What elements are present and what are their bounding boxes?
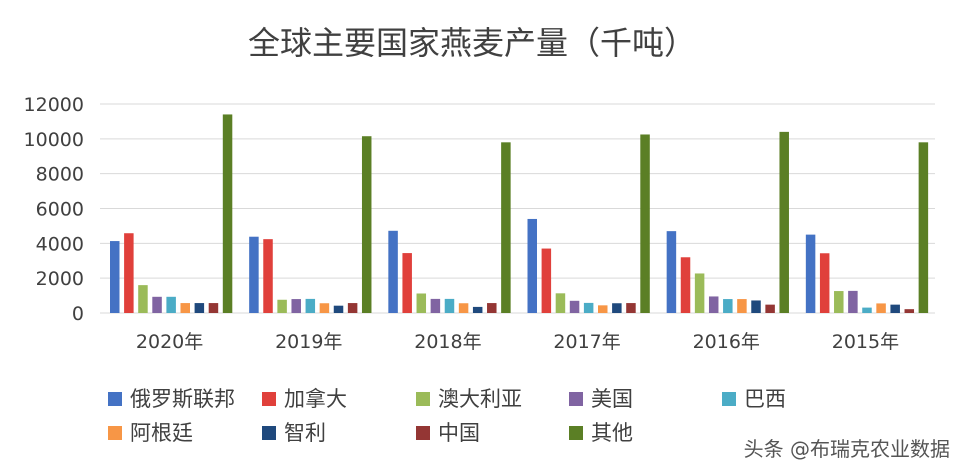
bar [848, 290, 858, 313]
bar [402, 253, 412, 313]
legend-label: 其他 [591, 421, 633, 445]
bar [152, 296, 162, 313]
bar [834, 291, 844, 313]
bar [388, 230, 398, 313]
bar [890, 304, 900, 313]
y-axis-ticks: 0 2000 4000 6000 8000 10000 12000 [24, 94, 84, 325]
bar [666, 231, 677, 313]
bar [737, 299, 747, 313]
legend-swatch [108, 426, 122, 440]
bar [541, 248, 552, 313]
bar [277, 299, 287, 313]
bar [333, 305, 344, 313]
category-label: 2015年 [832, 331, 899, 353]
watermark-text: 头条 @布瑞克农业数据 [744, 437, 950, 461]
legend-label: 美国 [591, 387, 633, 411]
bars [110, 114, 929, 313]
bar [876, 303, 886, 313]
bar [430, 298, 441, 313]
y-tick-label: 8000 [36, 164, 84, 186]
bar [723, 299, 733, 313]
legend-swatch [569, 392, 583, 406]
bar [222, 114, 233, 313]
bar [904, 309, 915, 313]
bar [640, 134, 650, 313]
bar [249, 236, 259, 313]
bar [416, 293, 427, 313]
y-tick-label: 12000 [24, 94, 84, 116]
bar [779, 131, 789, 313]
bar [751, 300, 761, 313]
bar [347, 303, 358, 313]
legend-swatch [722, 392, 736, 406]
legend-label: 澳大利亚 [438, 387, 522, 411]
legend-swatch [262, 426, 276, 440]
bar [444, 298, 455, 313]
bar [305, 298, 316, 313]
bar [583, 302, 594, 313]
legend-swatch [569, 426, 583, 440]
bar [263, 239, 273, 313]
category-label: 2019年 [275, 331, 342, 353]
bar [472, 306, 483, 313]
gridlines [100, 103, 935, 314]
bar [487, 303, 497, 313]
legend-label: 中国 [438, 421, 480, 445]
legend-swatch [108, 392, 122, 406]
y-tick-label: 0 [72, 303, 84, 325]
bar [694, 273, 705, 313]
bar [361, 136, 372, 313]
bar [918, 142, 929, 313]
bar [555, 293, 566, 313]
x-axis-categories: 2020年 2019年 2018年 2017年 2016年 2015年 [136, 331, 899, 353]
chart-title: 全球主要国家燕麦产量（千吨） [248, 24, 696, 62]
category-label: 2018年 [414, 331, 481, 353]
legend-swatch [262, 392, 276, 406]
bar [708, 296, 719, 313]
bar [569, 300, 580, 313]
y-tick-label: 4000 [36, 233, 84, 255]
bar [680, 257, 691, 313]
category-label: 2016年 [693, 331, 760, 353]
bar [527, 218, 537, 313]
bar [180, 303, 190, 313]
bar [598, 305, 608, 313]
category-label: 2020年 [136, 331, 203, 353]
legend-label: 加拿大 [284, 387, 347, 411]
y-tick-label: 2000 [36, 268, 84, 290]
y-tick-label: 6000 [36, 199, 84, 221]
bar [166, 296, 176, 313]
bar [319, 303, 330, 313]
bar [765, 304, 775, 313]
legend-label: 巴西 [744, 387, 786, 411]
legend-label: 智利 [284, 421, 326, 445]
bar [626, 303, 636, 313]
legend-swatch [416, 426, 430, 440]
bar [805, 234, 816, 313]
category-label: 2017年 [553, 331, 620, 353]
bar [208, 303, 219, 313]
bar [458, 303, 469, 313]
bar [862, 307, 872, 313]
legend-swatch [416, 392, 430, 406]
y-tick-label: 10000 [24, 129, 84, 151]
bar [124, 233, 134, 313]
bar [138, 285, 148, 313]
bar [110, 241, 120, 313]
bar [819, 253, 830, 313]
legend-label: 阿根廷 [130, 421, 193, 445]
bar [291, 299, 301, 313]
bar [194, 303, 205, 313]
bar [501, 142, 511, 313]
bar [612, 303, 622, 313]
legend-label: 俄罗斯联邦 [130, 387, 235, 411]
